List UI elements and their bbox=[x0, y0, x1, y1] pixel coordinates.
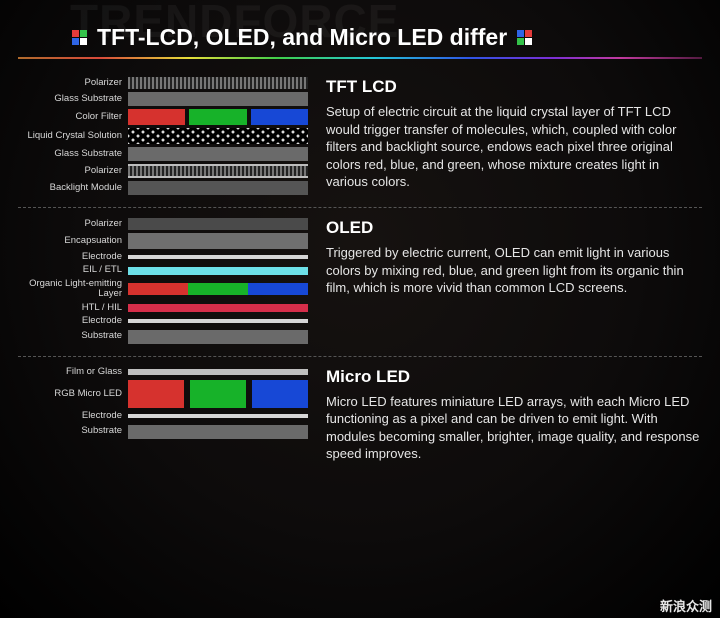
pixel-icon-right bbox=[517, 30, 532, 45]
layer-label: RGB Micro LED bbox=[18, 389, 122, 399]
layer-visual bbox=[128, 147, 308, 161]
layer-row: Liquid Crystal Solution bbox=[18, 128, 308, 144]
divider-2 bbox=[18, 356, 702, 357]
layer-row: Electrode bbox=[18, 411, 308, 421]
layer-row: Substrate bbox=[18, 330, 308, 344]
section-tft: Polarizer Glass Substrate Color Filter Liqu… bbox=[18, 69, 702, 205]
microled-title: Micro LED bbox=[326, 367, 702, 387]
tft-desc: Setup of electric circuit at the liquid … bbox=[326, 103, 702, 191]
layer-visual bbox=[128, 255, 308, 259]
layer-visual bbox=[128, 304, 308, 312]
layer-visual bbox=[128, 319, 308, 323]
layer-visual bbox=[128, 92, 308, 106]
layer-visual bbox=[128, 369, 308, 375]
layer-row: Glass Substrate bbox=[18, 147, 308, 161]
tft-diagram: Polarizer Glass Substrate Color Filter Liqu… bbox=[18, 77, 308, 195]
tft-title: TFT LCD bbox=[326, 77, 702, 97]
layer-label: Encapsuation bbox=[18, 236, 122, 246]
layer-visual bbox=[128, 164, 308, 178]
layer-row: Backlight Module bbox=[18, 181, 308, 195]
microled-desc: Micro LED features miniature LED arrays,… bbox=[326, 393, 702, 463]
pixel-icon-left bbox=[72, 30, 87, 45]
oled-text: OLED Triggered by electric current, OLED… bbox=[326, 218, 702, 344]
layer-row: Organic Light-emitting Layer bbox=[18, 279, 308, 300]
microled-diagram: Film or Glass RGB Micro LED Electrode Subst… bbox=[18, 367, 308, 463]
layer-visual bbox=[128, 330, 308, 344]
layer-visual bbox=[128, 218, 308, 230]
layer-label: Polarizer bbox=[18, 219, 122, 229]
layer-label: Polarizer bbox=[18, 166, 122, 176]
layer-row: Electrode bbox=[18, 252, 308, 262]
oled-diagram: Polarizer Encapsuation Electrode EIL / ETL O… bbox=[18, 218, 308, 344]
layer-label: EIL / ETL bbox=[18, 265, 122, 275]
microled-text: Micro LED Micro LED features miniature L… bbox=[326, 367, 702, 463]
layer-visual bbox=[128, 267, 308, 275]
layer-visual bbox=[128, 283, 308, 295]
corner-watermark: 新浪众测 bbox=[660, 600, 712, 614]
layer-row: EIL / ETL bbox=[18, 265, 308, 275]
layer-row: Polarizer bbox=[18, 218, 308, 230]
layer-visual bbox=[128, 414, 308, 418]
page: TRENDFORCE TFT-LCD, OLED, and Micro LED … bbox=[0, 0, 720, 618]
layer-visual bbox=[128, 128, 308, 144]
oled-desc: Triggered by electric current, OLED can … bbox=[326, 244, 702, 297]
layer-visual bbox=[128, 109, 308, 125]
tft-text: TFT LCD Setup of electric circuit at the… bbox=[326, 77, 702, 195]
layer-row: Polarizer bbox=[18, 164, 308, 178]
layer-visual bbox=[128, 233, 308, 249]
layer-row: HTL / HIL bbox=[18, 303, 308, 313]
layer-row: Film or Glass bbox=[18, 367, 308, 377]
layer-row: Electrode bbox=[18, 316, 308, 326]
layer-label: Substrate bbox=[18, 426, 122, 436]
layer-label: Polarizer bbox=[18, 78, 122, 88]
layer-visual bbox=[128, 77, 308, 89]
oled-title: OLED bbox=[326, 218, 702, 238]
layer-label: HTL / HIL bbox=[18, 303, 122, 313]
section-microled: Film or Glass RGB Micro LED Electrode Subst… bbox=[18, 359, 702, 473]
layer-row: Color Filter bbox=[18, 109, 308, 125]
layer-row: Encapsuation bbox=[18, 233, 308, 249]
layer-label: Glass Substrate bbox=[18, 149, 122, 159]
layer-label: Electrode bbox=[18, 316, 122, 326]
page-title: TFT-LCD, OLED, and Micro LED differ bbox=[97, 24, 507, 51]
layer-label: Electrode bbox=[18, 252, 122, 262]
layer-label: Substrate bbox=[18, 331, 122, 341]
section-oled: Polarizer Encapsuation Electrode EIL / ETL O… bbox=[18, 210, 702, 354]
layer-visual bbox=[128, 181, 308, 195]
rainbow-divider bbox=[18, 57, 702, 59]
layer-row: Glass Substrate bbox=[18, 92, 308, 106]
layer-label: Backlight Module bbox=[18, 183, 122, 193]
layer-visual bbox=[128, 380, 308, 408]
layer-label: Color Filter bbox=[18, 112, 122, 122]
layer-label: Electrode bbox=[18, 411, 122, 421]
layer-row: Substrate bbox=[18, 425, 308, 439]
title-row: TFT-LCD, OLED, and Micro LED differ bbox=[72, 24, 702, 51]
layer-label: Liquid Crystal Solution bbox=[18, 131, 122, 141]
layer-label: Film or Glass bbox=[18, 367, 122, 377]
divider-1 bbox=[18, 207, 702, 208]
layer-row: Polarizer bbox=[18, 77, 308, 89]
layer-visual bbox=[128, 425, 308, 439]
layer-label: Organic Light-emitting Layer bbox=[18, 279, 122, 300]
layer-label: Glass Substrate bbox=[18, 94, 122, 104]
layer-row: RGB Micro LED bbox=[18, 380, 308, 408]
